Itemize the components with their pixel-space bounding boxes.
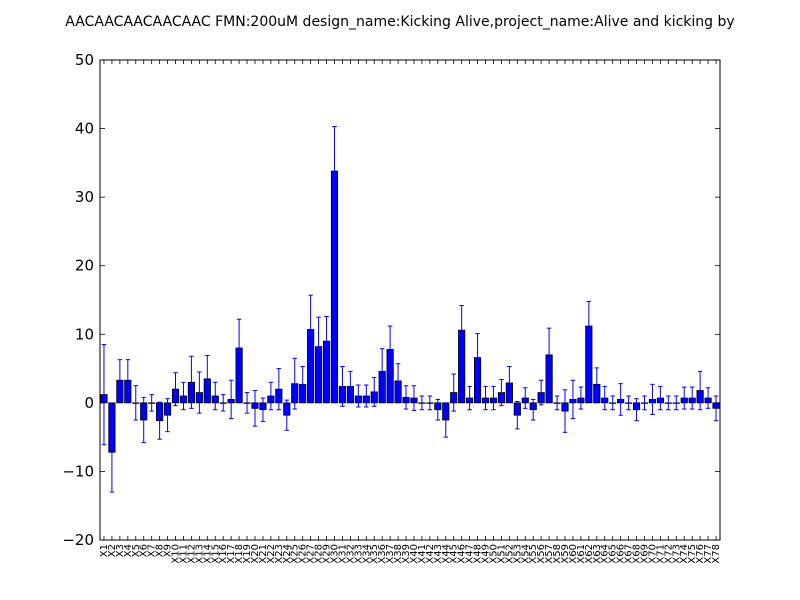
x-tick-label: X55 <box>528 544 539 564</box>
x-tick-label: X51 <box>496 544 507 564</box>
x-tick-label: X62 <box>584 544 595 564</box>
x-tick-label: X16 <box>218 544 229 564</box>
x-tick-label: X10 <box>171 544 182 564</box>
x-tick-label: X34 <box>361 544 372 564</box>
x-tick-label: X56 <box>536 544 547 564</box>
x-tick-label: X17 <box>226 544 237 564</box>
x-tick-label: X35 <box>369 544 380 564</box>
y-tick-label: 0 <box>84 394 94 412</box>
x-tick-label: X37 <box>385 544 396 564</box>
x-tick-label: X11 <box>178 544 189 564</box>
x-tick-label: X36 <box>377 544 388 564</box>
x-tick-label: X49 <box>481 544 492 564</box>
x-tick-label: X7 <box>147 544 158 557</box>
x-tick-label: X71 <box>655 544 666 564</box>
x-tick-label: X4 <box>123 544 134 557</box>
x-tick-label: X75 <box>687 544 698 564</box>
x-tick-label: X61 <box>576 544 587 564</box>
x-tick-label: X13 <box>194 544 205 564</box>
x-tick-label: X41 <box>417 544 428 564</box>
x-tick-label: X22 <box>266 544 277 564</box>
x-tick-label: X33 <box>353 544 364 564</box>
y-tick-label: 40 <box>75 120 94 138</box>
x-tick-label: X63 <box>592 544 603 564</box>
x-tick-label: X66 <box>616 544 627 564</box>
y-tick-label: 20 <box>75 257 94 275</box>
x-tick-label: X5 <box>131 544 142 557</box>
x-tick-label: X18 <box>234 544 245 564</box>
y-tick-label: 10 <box>75 325 94 343</box>
x-tick-label: X32 <box>345 544 356 564</box>
x-tick-label: X78 <box>711 544 722 564</box>
x-tick-label: X42 <box>425 544 436 564</box>
x-tick-label: X43 <box>433 544 444 564</box>
x-tick-label: X23 <box>274 544 285 564</box>
x-tick-label: X31 <box>337 544 348 564</box>
x-tick-label: X28 <box>314 544 325 564</box>
x-tick-label: X48 <box>473 544 484 564</box>
x-tick-label: X30 <box>329 544 340 564</box>
ticks-layer: X1X2X3X4X5X6X7X8X9X10X11X12X13X14X15X16X… <box>62 51 722 564</box>
y-tick-label: −20 <box>62 531 94 549</box>
x-tick-label: X53 <box>512 544 523 564</box>
x-tick-label: X29 <box>322 544 333 564</box>
x-tick-label: X67 <box>624 544 635 564</box>
x-tick-label: X15 <box>210 544 221 564</box>
x-tick-label: X74 <box>679 544 690 564</box>
y-tick-label: 50 <box>75 51 94 69</box>
x-tick-label: X45 <box>449 544 460 564</box>
x-tick-label: X58 <box>552 544 563 564</box>
x-tick-label: X47 <box>465 544 476 564</box>
x-tick-label: X2 <box>107 544 118 557</box>
x-tick-label: X9 <box>163 544 174 557</box>
x-tick-label: X46 <box>457 544 468 564</box>
x-tick-label: X24 <box>282 544 293 564</box>
x-tick-label: X50 <box>488 544 499 564</box>
x-tick-label: X26 <box>298 544 309 564</box>
x-tick-label: X27 <box>306 544 317 564</box>
x-tick-label: X21 <box>258 544 269 564</box>
x-tick-label: X6 <box>139 544 150 557</box>
x-tick-label: X76 <box>695 544 706 564</box>
x-tick-label: X14 <box>202 544 213 564</box>
x-tick-label: X8 <box>155 544 166 557</box>
x-tick-label: X69 <box>639 544 650 564</box>
marks-layer <box>100 126 720 493</box>
x-tick-label: X25 <box>290 544 301 564</box>
x-tick-label: X70 <box>647 544 658 564</box>
x-tick-label: X19 <box>242 544 253 564</box>
x-tick-label: X77 <box>703 544 714 564</box>
x-tick-label: X68 <box>632 544 643 564</box>
x-tick-label: X40 <box>409 544 420 564</box>
x-tick-label: X57 <box>544 544 555 564</box>
y-tick-label: 30 <box>75 188 94 206</box>
x-tick-label: X12 <box>186 544 197 564</box>
x-tick-label: X1 <box>99 544 110 557</box>
x-tick-label: X59 <box>560 544 571 564</box>
x-tick-label: X20 <box>250 544 261 564</box>
x-tick-label: X54 <box>520 544 531 564</box>
x-tick-label: X73 <box>671 544 682 564</box>
x-tick-label: X44 <box>441 544 452 564</box>
x-tick-label: X38 <box>393 544 404 564</box>
x-tick-label: X52 <box>504 544 515 564</box>
plot-frame <box>99 59 721 541</box>
y-tick-label: −10 <box>62 462 94 480</box>
x-tick-label: X60 <box>568 544 579 564</box>
chart-title: AACAACAACAACAAC FMN:200uM design_name:Ki… <box>65 14 734 30</box>
x-tick-label: X72 <box>663 544 674 564</box>
x-tick-label: X64 <box>600 544 611 564</box>
x-tick-label: X39 <box>401 544 412 564</box>
x-tick-label: X3 <box>115 544 126 557</box>
x-tick-label: X65 <box>608 544 619 564</box>
